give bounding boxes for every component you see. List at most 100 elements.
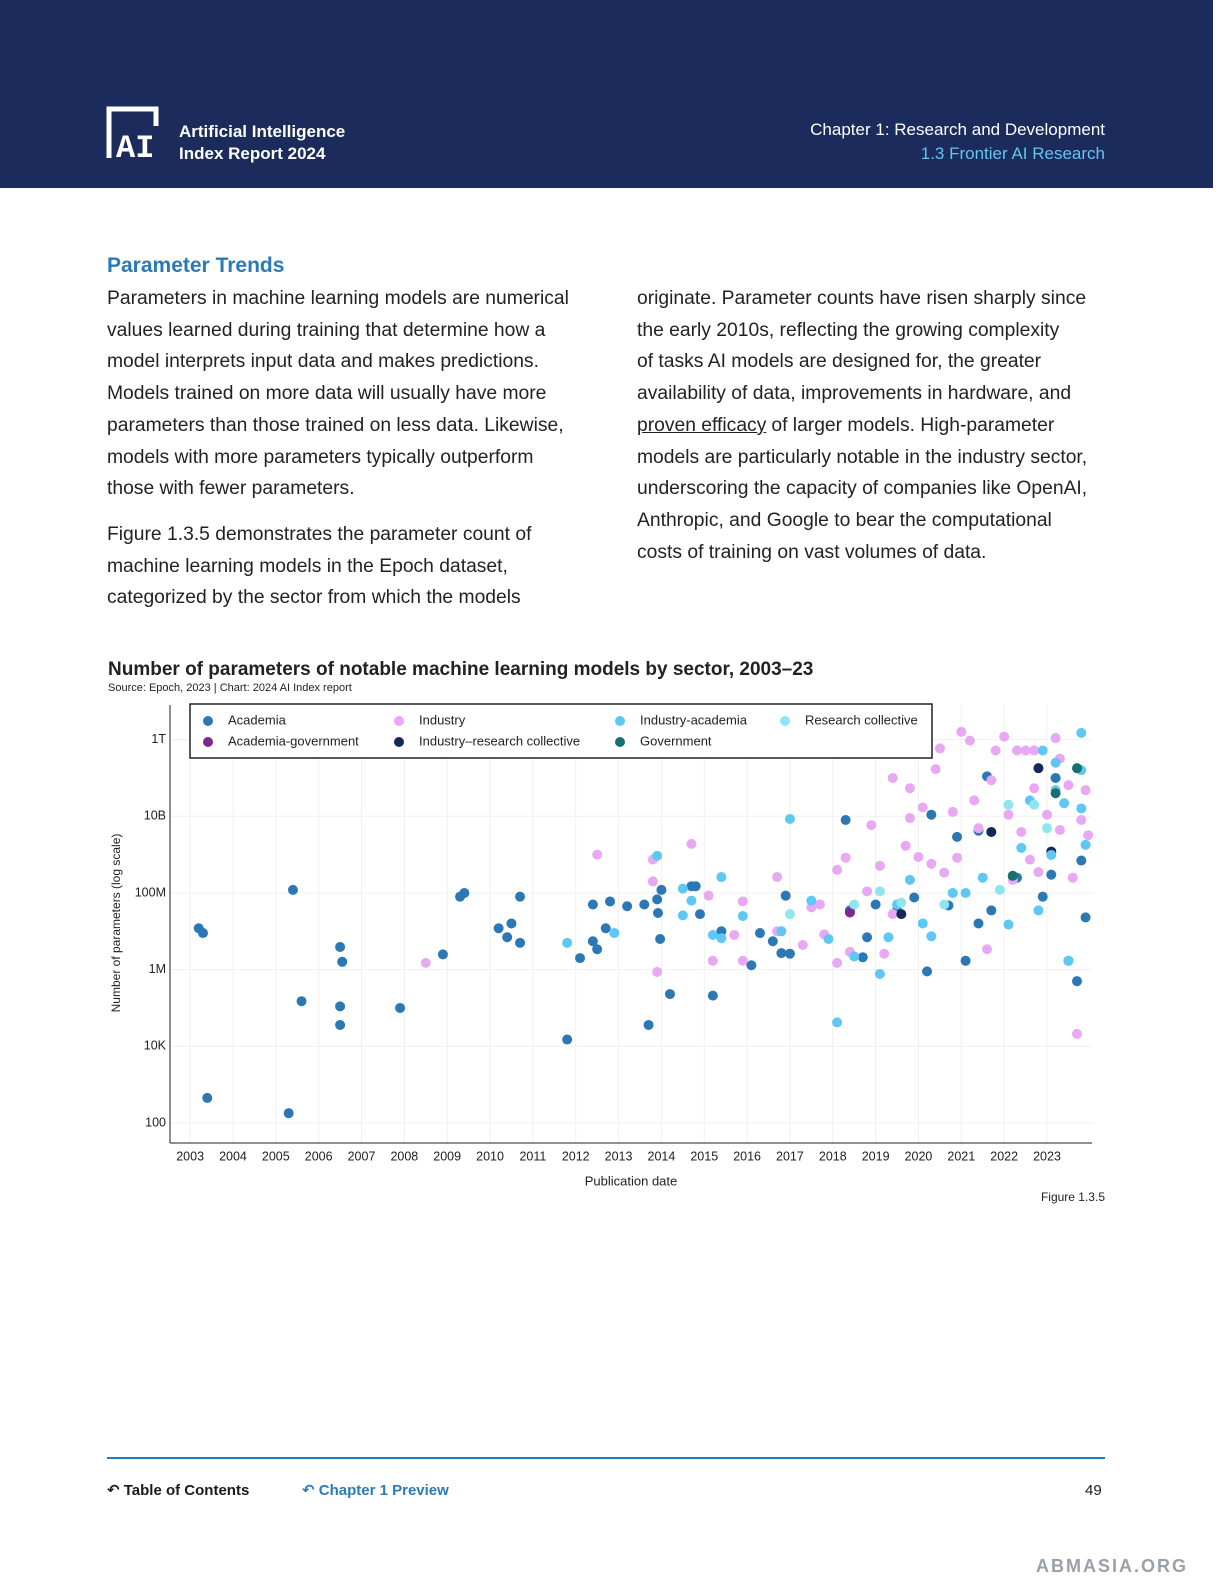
text-line: originate. Parameter counts have risen s… (637, 288, 1087, 309)
paragraph: Figure 1.3.5 demonstrates the parameter … (107, 519, 569, 614)
data-point (656, 884, 667, 895)
figure-label: Figure 1.3.5 (1041, 1190, 1105, 1204)
data-point (823, 933, 834, 944)
x-tick-label: 2006 (305, 1149, 333, 1163)
text-line: Figure 1.3.5 demonstrates the parameter … (107, 523, 532, 545)
data-point (395, 1002, 406, 1013)
data-point (832, 864, 843, 875)
data-point (677, 883, 688, 894)
text-line: Anthropic, and Google to bear the comput… (637, 509, 1052, 531)
data-point (335, 1001, 346, 1012)
data-point (575, 953, 586, 964)
data-point (1016, 826, 1027, 837)
data-point (1080, 839, 1091, 850)
data-point (694, 909, 705, 920)
data-point (1046, 869, 1057, 880)
data-point (844, 907, 855, 918)
data-point (1003, 809, 1014, 820)
data-point (335, 941, 346, 952)
icon: ↶ (107, 1482, 124, 1499)
data-point (587, 899, 598, 910)
text-line: Parameters in machine learning models ar… (107, 288, 569, 309)
data-point (806, 895, 817, 906)
data-point (904, 874, 915, 885)
link-text: Chapter 1 Preview (318, 1482, 449, 1499)
x-tick-label: 2014 (648, 1149, 676, 1163)
data-point (780, 890, 791, 901)
text-line: of tasks AI models are designed for, the… (637, 351, 1042, 373)
data-point (337, 956, 348, 967)
y-tick-label: 10B (144, 809, 166, 823)
data-point (459, 887, 470, 898)
data-point (896, 909, 907, 920)
data-point (879, 948, 890, 959)
legend-label: Academia (228, 712, 287, 727)
data-point (904, 783, 915, 794)
x-tick-label: 2021 (947, 1149, 975, 1163)
data-point (506, 918, 517, 929)
data-point (926, 858, 937, 869)
x-tick-label: 2010 (476, 1149, 504, 1163)
data-point (493, 923, 504, 934)
text-line: model interprets input data and makes pr… (107, 351, 539, 373)
data-point (767, 936, 778, 947)
data-point (197, 928, 208, 939)
data-point (947, 806, 958, 817)
data-point (866, 820, 877, 831)
chapter-link[interactable]: ↶ Chapter 1 Preview (302, 1481, 449, 1499)
data-point (283, 1108, 294, 1119)
link-text: Table of Contents (123, 1482, 250, 1499)
data-point (986, 775, 997, 786)
data-point (737, 911, 748, 922)
data-point (1029, 745, 1040, 756)
data-point (952, 852, 963, 863)
data-point (609, 928, 620, 939)
data-point (707, 990, 718, 1001)
toc-link[interactable]: ↶ Table of Contents (107, 1481, 249, 1499)
data-point (1042, 809, 1053, 820)
data-point (883, 932, 894, 943)
data-point (664, 989, 675, 1000)
legend-label: Government (640, 733, 712, 748)
data-point (930, 764, 941, 775)
data-point (862, 886, 873, 897)
data-point (986, 905, 997, 916)
logo: AI (106, 106, 159, 160)
data-point (797, 939, 808, 950)
data-point (716, 933, 727, 944)
data-point (729, 930, 740, 941)
data-point (956, 726, 967, 737)
x-tick-label: 2012 (562, 1149, 590, 1163)
data-point (1037, 891, 1048, 902)
data-point (939, 899, 950, 910)
data-point (784, 909, 795, 920)
data-point (1063, 955, 1074, 966)
data-point (296, 996, 307, 1007)
data-point (746, 960, 757, 971)
data-point (784, 813, 795, 824)
legend-box (189, 703, 933, 759)
data-point (857, 952, 868, 963)
text-column: Parameters in machine learning models ar… (107, 283, 569, 628)
data-point (754, 928, 765, 939)
data-point (1072, 976, 1083, 987)
section-title: 1.3 Frontier AI Research (920, 144, 1105, 163)
x-tick-label: 2008 (390, 1149, 418, 1163)
data-point (1003, 919, 1014, 930)
chart-source: Source: Epoch, 2023 | Chart: 2024 AI Ind… (108, 682, 352, 694)
legend-marker (394, 737, 404, 747)
data-point (964, 735, 975, 746)
link[interactable]: proven efficacy (637, 414, 767, 436)
text-line: parameters than those trained on less da… (107, 414, 564, 436)
data-point (703, 890, 714, 901)
data-point (926, 809, 937, 820)
x-tick-label: 2013 (605, 1149, 633, 1163)
data-point (896, 897, 907, 908)
text-line: categorized by the sector from which the… (107, 587, 521, 609)
data-point (622, 901, 633, 912)
x-tick-label: 2005 (262, 1149, 290, 1163)
text-column: originate. Parameter counts have risen s… (637, 283, 1087, 568)
data-point (652, 894, 663, 905)
text: of larger models. High-parameter (771, 414, 1055, 436)
